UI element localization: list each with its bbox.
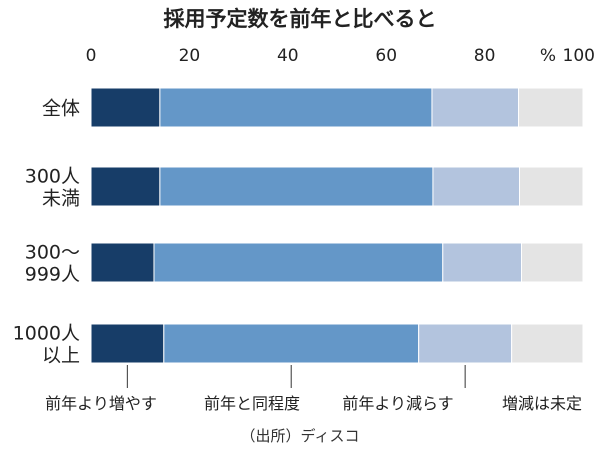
x-tick-label: 100: [563, 46, 595, 66]
bar-segment: [519, 166, 584, 207]
category-label: 以上: [42, 345, 80, 367]
legend-label: 増減は未定: [502, 394, 582, 413]
bar-segment: [518, 87, 584, 128]
x-tick-label: 40: [277, 46, 299, 66]
x-tick-label: 60: [375, 46, 397, 66]
category-label: 999人: [25, 264, 80, 286]
bar-segment: [90, 166, 161, 207]
legend-label: 前年より減らす: [342, 394, 453, 413]
bar-segment: [159, 166, 434, 207]
category-label: 全体: [42, 98, 80, 120]
bar-segment: [431, 87, 520, 128]
bars: [90, 87, 584, 364]
x-tick-label: 20: [179, 46, 201, 66]
x-axis: 0 20 40 60 80 100%: [86, 46, 595, 66]
bar-segment: [521, 242, 584, 283]
bar-segment: [159, 87, 433, 128]
bar-segment: [163, 323, 420, 364]
category-label: 300人: [25, 166, 80, 188]
chart-title: 採用予定数を前年と比べると: [164, 7, 437, 31]
legend: 前年より増やす 前年と同程度 前年より減らす 増減は未定: [45, 365, 582, 413]
bar-segment: [432, 166, 521, 207]
bar-segment: [90, 323, 165, 364]
category-label: 未満: [42, 188, 80, 210]
bar-segment: [90, 87, 161, 128]
bar-segment: [418, 323, 513, 364]
x-tick-label: 80: [474, 46, 496, 66]
bar-segment: [442, 242, 522, 283]
bar-segment: [511, 323, 584, 364]
legend-label: 前年より増やす: [45, 394, 157, 413]
bar-segment: [153, 242, 444, 283]
x-tick-label: 0: [86, 46, 97, 66]
legend-label: 前年と同程度: [204, 394, 300, 413]
x-axis-unit: %: [540, 46, 556, 66]
category-label: 1000人: [13, 323, 80, 345]
source-note: （出所）ディスコ: [241, 427, 360, 445]
bar-segment: [90, 242, 155, 283]
category-label: 300〜: [25, 242, 80, 264]
